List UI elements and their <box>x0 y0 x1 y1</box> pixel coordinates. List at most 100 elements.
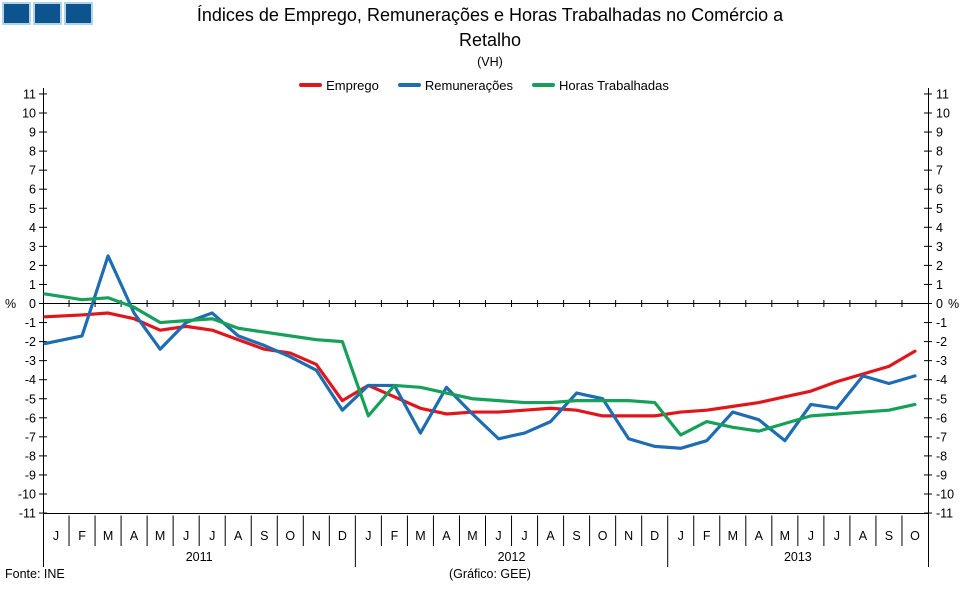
svg-text:D: D <box>650 529 659 543</box>
svg-text:-11: -11 <box>936 507 953 521</box>
svg-text:J: J <box>678 529 684 543</box>
svg-text:J: J <box>521 529 527 543</box>
svg-text:-2: -2 <box>25 335 36 349</box>
chart-title: Índices de Emprego, Remunerações e Horas… <box>140 3 840 53</box>
svg-text:7: 7 <box>29 164 36 178</box>
svg-text:F: F <box>78 529 86 543</box>
svg-text:4: 4 <box>29 221 36 235</box>
svg-text:N: N <box>312 529 321 543</box>
source-note: Fonte: INE <box>5 567 65 581</box>
svg-text:0: 0 <box>936 297 943 311</box>
logo-squares <box>2 2 93 25</box>
logo-square <box>33 2 62 25</box>
svg-text:-8: -8 <box>25 449 36 463</box>
svg-text:S: S <box>885 529 893 543</box>
svg-text:10: 10 <box>22 107 36 121</box>
svg-text:8: 8 <box>936 145 943 159</box>
svg-text:J: J <box>808 529 814 543</box>
credit-note: (Gráfico: GEE) <box>449 567 531 581</box>
svg-text:-11: -11 <box>19 507 36 521</box>
legend-label-emprego: Emprego <box>326 77 379 93</box>
svg-text:6: 6 <box>29 183 36 197</box>
legend-swatch-horas-trabalhadas <box>532 83 556 87</box>
svg-text:1: 1 <box>936 278 943 292</box>
svg-text:7: 7 <box>936 164 943 178</box>
svg-text:A: A <box>859 529 868 543</box>
svg-text:3: 3 <box>29 240 36 254</box>
svg-text:A: A <box>546 529 555 543</box>
svg-text:-6: -6 <box>25 411 36 425</box>
svg-text:5: 5 <box>936 202 943 216</box>
legend-label-remuneracoes: Remunerações <box>424 77 514 93</box>
svg-text:O: O <box>598 529 608 543</box>
svg-text:6: 6 <box>936 183 943 197</box>
svg-text:A: A <box>755 529 764 543</box>
svg-text:J: J <box>209 529 215 543</box>
svg-text:F: F <box>703 529 711 543</box>
series-line-horas-trabalhadas <box>43 292 917 437</box>
series-line-emprego <box>43 311 917 418</box>
svg-text:8: 8 <box>29 145 36 159</box>
svg-text:2011: 2011 <box>186 550 213 564</box>
chart-title-line1: Índices de Emprego, Remunerações e Horas… <box>196 5 784 25</box>
svg-text:9: 9 <box>29 126 36 140</box>
svg-text:5: 5 <box>29 202 36 216</box>
svg-text:-9: -9 <box>25 468 36 482</box>
svg-text:-5: -5 <box>25 392 36 406</box>
svg-text:-3: -3 <box>936 354 947 368</box>
chart-subtitle: (VH) <box>477 55 503 69</box>
svg-text:-7: -7 <box>936 430 947 444</box>
svg-text:-8: -8 <box>936 449 947 463</box>
legend-item-emprego: Emprego <box>299 78 379 93</box>
svg-text:J: J <box>495 529 501 543</box>
legend-swatch-remuneracoes <box>397 83 421 87</box>
svg-text:%: % <box>948 297 959 311</box>
svg-text:-2: -2 <box>936 335 947 349</box>
svg-text:J: J <box>53 529 59 543</box>
svg-text:-10: -10 <box>936 488 954 502</box>
svg-text:N: N <box>624 529 633 543</box>
legend-item-remuneracoes: Remunerações <box>397 77 514 93</box>
svg-text:M: M <box>103 529 113 543</box>
logo-square <box>64 2 93 25</box>
axis-labels: -11 -11-10 -10-9 -9-8 -8-7 -7-6 -6-5 -5-4 -4-3 -3… <box>5 87 959 564</box>
chart-legend: Emprego Remunerações Horas Trabalhadas <box>0 77 968 93</box>
svg-text:M: M <box>155 529 165 543</box>
svg-text:0: 0 <box>29 297 36 311</box>
svg-text:S: S <box>572 529 580 543</box>
svg-text:O: O <box>910 529 920 543</box>
svg-text:A: A <box>442 529 451 543</box>
svg-text:%: % <box>5 297 16 311</box>
svg-text:-6: -6 <box>936 411 947 425</box>
svg-text:11: 11 <box>23 87 36 101</box>
svg-text:J: J <box>365 529 371 543</box>
svg-text:A: A <box>234 529 243 543</box>
svg-text:A: A <box>130 529 139 543</box>
legend-label-horas-trabalhadas: Horas Trabalhadas <box>559 77 669 93</box>
svg-text:F: F <box>391 529 399 543</box>
svg-text:3: 3 <box>936 240 943 254</box>
svg-text:D: D <box>338 529 347 543</box>
svg-text:-4: -4 <box>936 373 947 387</box>
svg-text:J: J <box>834 529 840 543</box>
legend-swatch-emprego <box>299 83 323 87</box>
svg-text:-10: -10 <box>18 488 36 502</box>
svg-text:-7: -7 <box>25 430 36 444</box>
svg-text:-3: -3 <box>25 354 36 368</box>
legend-item-horas-trabalhadas: Horas Trabalhadas <box>532 78 669 93</box>
svg-text:M: M <box>467 529 477 543</box>
svg-text:10: 10 <box>936 107 950 121</box>
svg-text:-5: -5 <box>936 392 947 406</box>
svg-text:M: M <box>415 529 425 543</box>
svg-text:M: M <box>780 529 790 543</box>
svg-text:2012: 2012 <box>498 550 526 564</box>
svg-text:2: 2 <box>29 259 36 273</box>
svg-text:-9: -9 <box>936 468 947 482</box>
svg-text:O: O <box>285 529 295 543</box>
logo-square <box>2 2 31 25</box>
svg-text:S: S <box>260 529 268 543</box>
svg-text:2013: 2013 <box>784 550 812 564</box>
svg-text:1: 1 <box>29 278 36 292</box>
